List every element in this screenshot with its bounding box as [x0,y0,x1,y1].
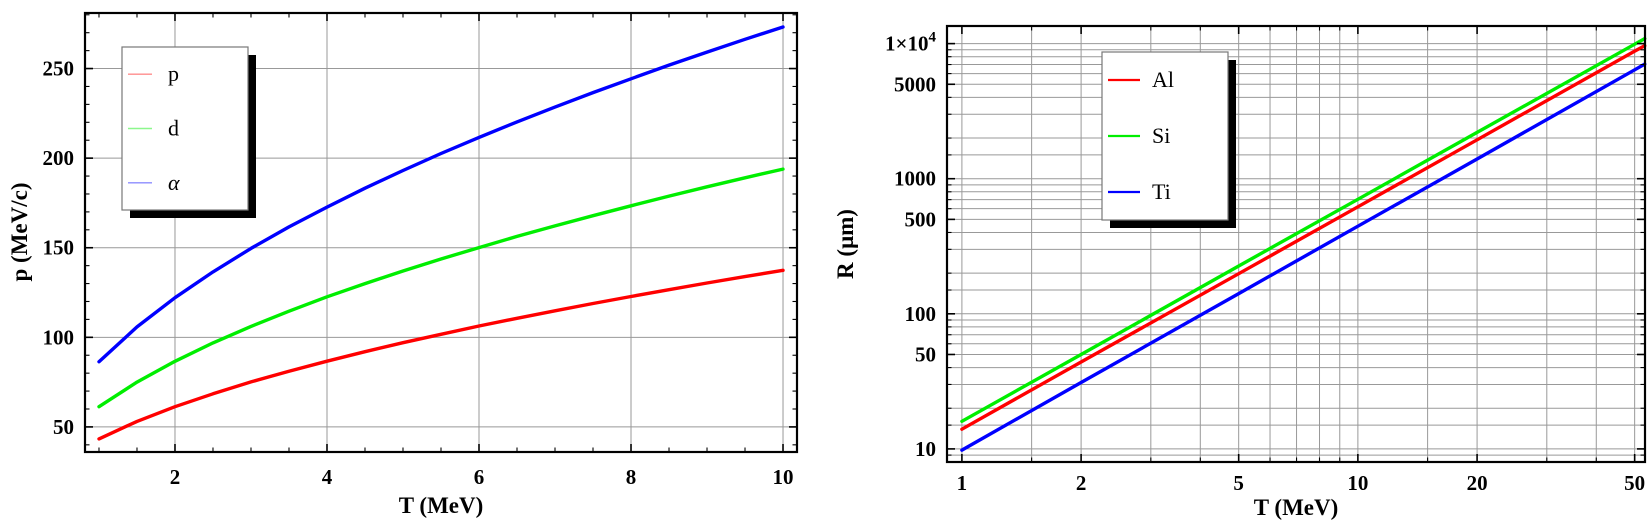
y-tick-label: 250 [43,57,75,81]
x-axis-label: T (MeV) [399,493,484,518]
y-tick-label: 50 [53,415,74,439]
legend-box [121,46,249,211]
series-curve-d [97,167,785,409]
x-tick-label: 20 [1467,471,1488,495]
x-tick-label: 2 [1076,471,1087,495]
x-axis-label: T (MeV) [1254,495,1339,520]
series-curve-p [97,268,785,441]
legend-label-α: α [168,170,180,195]
y-tick-label: 150 [43,236,75,260]
y-tick-label: 50 [915,342,936,366]
x-tick-label: 10 [773,465,794,489]
series-curve-Al [960,44,1647,431]
series-curve-α [97,25,785,364]
x-tick-label: 8 [626,465,637,489]
y-tick-label: 1×104 [885,30,936,56]
y-tick-label: 100 [43,325,75,349]
x-tick-label: 1 [957,471,968,495]
x-tick-label: 50 [1624,471,1645,495]
x-tick-label: 2 [170,465,181,489]
y-axis-label: p (MeV/c) [7,183,32,282]
x-tick-label: 6 [474,465,485,489]
legend-label-d: d [168,116,179,141]
legend-label-Al: Al [1152,67,1174,92]
series-curve-Si [960,36,1647,423]
y-tick-label: 10 [915,437,936,461]
x-tick-label: 10 [1347,471,1368,495]
y-tick-label: 100 [905,302,937,326]
x-tick-label: 4 [322,465,333,489]
legend-label-p: p [168,61,179,86]
momentum-vs-energy-chart: 2 4 6 8 10 50 100 150 200 250 T (MeV) p (MeV/c) p d α [0,0,820,532]
x-tick-label: 5 [1233,471,1244,495]
legend-label-Si: Si [1152,123,1170,148]
y-tick-label: 1000 [894,167,936,191]
y-tick-label: 5000 [894,72,936,96]
series-curve-Ti [960,62,1647,452]
range-vs-energy-chart: 1 2 5 10 20 50 10 50 100 500 1000 5000 1×104 T (MeV) R… [830,0,1651,532]
momentum-vs-kinetic-energy-plot: 2 4 6 8 10 50 100 150 200 250 T (MeV) p (MeV/c) p d α [0,0,820,532]
y-axis-label: R (μm) [833,209,858,279]
y-tick-label: 500 [905,207,937,231]
range-vs-kinetic-energy-plot: 1 2 5 10 20 50 10 50 100 500 1000 5000 1×104 T (MeV) R… [830,0,1651,532]
y-tick-label: 200 [43,146,75,170]
legend-label-Ti: Ti [1152,179,1171,204]
